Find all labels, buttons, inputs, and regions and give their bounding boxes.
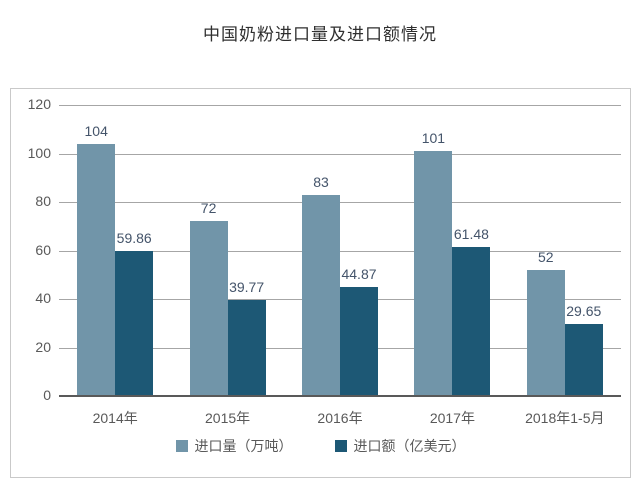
legend-item-import-value: 进口额（亿美元） bbox=[334, 436, 466, 456]
value-label-import-value: 61.48 bbox=[453, 225, 489, 242]
y-tick-label: 60 bbox=[35, 241, 51, 258]
bar-import-volume bbox=[526, 269, 565, 396]
y-tick-label: 80 bbox=[35, 193, 51, 209]
value-label-import-value: 29.65 bbox=[566, 303, 602, 320]
value-label-import-volume: 83 bbox=[313, 173, 329, 190]
bar-import-value bbox=[115, 250, 154, 396]
y-tick-label: 100 bbox=[27, 144, 51, 161]
value-label-import-volume: 52 bbox=[538, 248, 554, 265]
legend: 进口量（万吨） 进口额（亿美元） bbox=[11, 435, 630, 457]
bar-import-value bbox=[452, 246, 491, 396]
value-label-import-value: 39.77 bbox=[229, 278, 265, 295]
plot-area: 0 20 40 60 80 100 120 104 59.86 2014年 72 39.77 2015年… bbox=[28, 96, 621, 426]
x-category-label: 2016年 bbox=[317, 410, 363, 426]
x-category-label: 2017年 bbox=[429, 410, 475, 426]
gridline bbox=[59, 250, 621, 252]
value-label-import-value: 59.86 bbox=[116, 229, 152, 246]
x-axis-line bbox=[59, 395, 621, 397]
value-label-import-volume: 104 bbox=[84, 122, 108, 139]
value-label-import-volume: 72 bbox=[200, 200, 217, 217]
y-tick-label: 40 bbox=[35, 290, 51, 306]
x-category-label: 2014年 bbox=[92, 410, 138, 426]
bar-import-volume bbox=[77, 143, 116, 396]
legend-item-import-volume: 进口量（万吨） bbox=[175, 436, 293, 456]
x-category-label: 2015年 bbox=[205, 410, 251, 426]
value-label-import-value: 44.87 bbox=[341, 266, 377, 283]
legend-label-import-value: 进口额（亿美元） bbox=[353, 438, 466, 454]
bar-import-value bbox=[340, 287, 378, 396]
legend-swatch-import-value bbox=[334, 440, 347, 452]
bar-import-volume bbox=[302, 194, 340, 396]
legend-swatch-import-volume bbox=[175, 440, 188, 452]
bar-import-volume bbox=[414, 151, 453, 396]
gridline bbox=[59, 153, 621, 155]
x-category-label: 2018年1-5月 bbox=[525, 410, 605, 426]
bar-import-value bbox=[227, 299, 266, 396]
y-tick-label: 0 bbox=[43, 387, 51, 403]
chart-panel: 0 20 40 60 80 100 120 104 59.86 2014年 72 39.77 2015年… bbox=[10, 88, 631, 478]
value-label-import-volume: 101 bbox=[421, 130, 446, 147]
bar-import-value bbox=[564, 324, 603, 396]
y-tick-label: 120 bbox=[27, 96, 51, 112]
legend-label-import-volume: 进口量（万吨） bbox=[194, 438, 293, 454]
chart-title: 中国奶粉进口量及进口额情况 bbox=[203, 25, 437, 44]
bar-import-volume bbox=[189, 221, 228, 396]
y-tick-label: 20 bbox=[35, 338, 51, 355]
gridline bbox=[59, 202, 621, 203]
gridline bbox=[59, 105, 621, 106]
